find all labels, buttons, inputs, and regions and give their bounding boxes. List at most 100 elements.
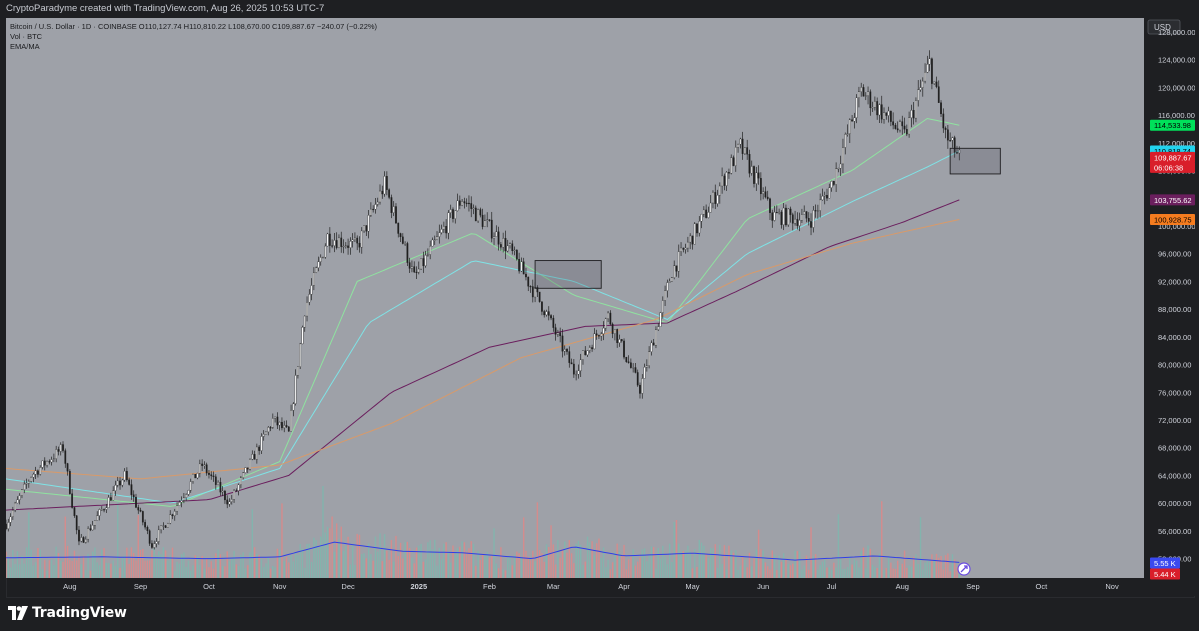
volume-bar: [452, 545, 454, 578]
volume-bar: [878, 553, 881, 578]
volume-bar: [235, 564, 238, 578]
candle: [481, 208, 484, 230]
candle: [395, 203, 397, 225]
volume-bar: [899, 565, 901, 578]
candle: [919, 79, 922, 92]
volume-bar: [760, 549, 762, 578]
candle: [892, 112, 895, 130]
candle: [173, 508, 176, 521]
candle: [543, 309, 546, 318]
candle: [171, 513, 174, 520]
candle: [721, 167, 723, 194]
volume-bar: [621, 554, 623, 578]
volume-bar: [543, 561, 545, 578]
candle: [433, 235, 436, 245]
candle: [344, 242, 347, 249]
candle: [185, 493, 188, 501]
volume-bar: [356, 533, 358, 578]
candle: [123, 468, 126, 482]
volume-bar: [338, 539, 340, 578]
volume-bar: [589, 542, 591, 578]
volume-bar: [575, 543, 577, 578]
x-tick-label: Apr: [618, 582, 630, 591]
candle: [668, 278, 671, 283]
volume-bar: [853, 559, 856, 578]
volume-bar: [773, 554, 776, 578]
candle: [114, 480, 117, 496]
volume-bar: [424, 559, 427, 578]
volume-bar: [536, 502, 539, 578]
candle: [80, 533, 83, 543]
plot-area[interactable]: [6, 18, 1144, 578]
volume-bar: [680, 551, 682, 578]
volume-bar: [652, 547, 655, 578]
volume-bar: [552, 544, 555, 578]
volume-bar: [326, 526, 329, 578]
volume-bar: [721, 563, 723, 578]
candle: [846, 124, 849, 137]
candle: [306, 296, 308, 322]
volume-bar: [171, 547, 174, 578]
volume-bar: [554, 564, 557, 578]
candle: [937, 80, 940, 103]
rocket-icon[interactable]: [957, 562, 971, 576]
y-tick-label: 76,000.00: [1158, 388, 1191, 397]
candle: [732, 155, 735, 167]
candle: [141, 510, 144, 526]
candle: [454, 210, 457, 224]
volume-bar: [219, 554, 222, 578]
candle: [224, 489, 226, 504]
svg-text:5.44 K: 5.44 K: [1154, 570, 1176, 579]
candle: [30, 476, 32, 483]
y-tick-label: 68,000.00: [1158, 444, 1191, 453]
volume-bar: [792, 563, 794, 578]
volume-bar: [107, 563, 110, 578]
volume-bar: [678, 543, 680, 578]
volume-bar: [787, 564, 789, 578]
candle: [333, 232, 336, 253]
candle: [664, 285, 666, 307]
candle: [244, 467, 247, 474]
candle: [319, 254, 322, 266]
y-tick-label: 120,000.00: [1158, 83, 1195, 92]
volume-bar: [98, 565, 101, 578]
volume-bar: [253, 547, 256, 578]
volume-bar: [497, 568, 500, 578]
candle: [807, 212, 810, 226]
price-chart[interactable]: Bitcoin / U.S. Dollar · 1D · COINBASE O1…: [6, 18, 1195, 596]
y-tick-label: 56,000.00: [1158, 527, 1191, 536]
volume-bar: [623, 544, 625, 578]
volume-bar: [146, 560, 149, 578]
candle: [791, 212, 794, 231]
candle: [62, 441, 64, 453]
annotation-rectangle[interactable]: [949, 147, 1001, 175]
volume-bar: [509, 555, 511, 578]
volume-bar: [641, 549, 643, 578]
candle: [465, 198, 468, 207]
brand[interactable]: TradingView: [8, 602, 127, 624]
volume-bar: [402, 558, 404, 578]
price-axis[interactable]: [1144, 18, 1195, 596]
candle: [541, 301, 543, 316]
volume-bar: [121, 556, 124, 578]
candle: [230, 494, 233, 505]
volume-bar: [502, 569, 504, 578]
volume-layer: [6, 486, 960, 578]
candle: [582, 350, 584, 365]
candle: [915, 97, 917, 123]
candle: [579, 353, 582, 377]
annotation-rectangle[interactable]: [534, 260, 602, 289]
volume-bar: [924, 562, 926, 578]
volume-bar: [527, 556, 529, 578]
volume-bar: [128, 563, 130, 578]
volume-bar: [130, 547, 133, 578]
volume-bar: [53, 565, 55, 578]
candle: [860, 82, 863, 97]
candle: [11, 506, 14, 520]
volume-bar: [712, 548, 714, 578]
candle: [657, 323, 660, 331]
currency-button[interactable]: USD: [1147, 19, 1181, 35]
time-axis[interactable]: Aug Sep Oct Nov Dec 2025 Feb Mar Apr May Jun Jul Aug…: [63, 582, 1119, 591]
candle: [449, 204, 452, 218]
